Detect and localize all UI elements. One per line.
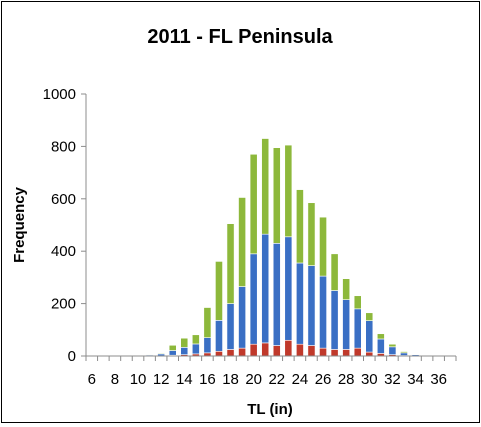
bar-segment-25-s1	[307, 265, 316, 346]
x-tick-label: 36	[430, 371, 447, 388]
bar-segment-21-s2	[261, 138, 270, 235]
bar-segment-33-s2	[400, 351, 408, 354]
x-tick-label: 12	[153, 371, 170, 388]
bar-segment-19-s1	[238, 286, 246, 349]
x-axis-ticks: 6 8 10 12 14 16 18 20 22 24 26 28 30 32 34 36	[85, 356, 457, 388]
x-tick-label: 28	[338, 371, 355, 388]
x-tick-label: 24	[292, 371, 309, 388]
bar-segment-26-s1	[319, 275, 327, 349]
x-axis-label: TL (in)	[247, 401, 293, 418]
bar-segment-22-s2	[272, 147, 281, 244]
bar-segment-13-s2	[168, 344, 177, 351]
bar-segment-28-s1	[342, 299, 351, 350]
bar-segment-15-s1	[191, 343, 200, 355]
bar-segment-28-s2	[342, 278, 351, 300]
x-tick-label: 8	[111, 371, 119, 388]
y-tick-label: 200	[51, 296, 76, 313]
bar-segment-23-s0	[284, 339, 293, 357]
bar-segment-29-s1	[353, 308, 362, 349]
bar-segment-19-s0	[238, 347, 246, 357]
chart-title: 2011 - FL Peninsula	[147, 26, 333, 48]
bar-segment-23-s1	[284, 236, 293, 341]
bar-segment-13-s1	[168, 350, 177, 356]
x-tick-label: 14	[176, 371, 193, 388]
bar-segment-18-s1	[226, 303, 235, 350]
bar-segment-27-s2	[330, 253, 339, 291]
bar-segment-17-s2	[215, 261, 223, 321]
y-tick-label: 1000	[43, 86, 76, 103]
bar-segment-26-s0	[319, 347, 327, 357]
bars	[134, 138, 443, 357]
y-tick-label: 400	[51, 243, 76, 260]
y-tick-label: 800	[51, 138, 76, 155]
bar-segment-12-s2	[157, 352, 166, 355]
bar-segment-18-s2	[226, 223, 235, 304]
bar-segment-24-s1	[296, 262, 304, 345]
bar-segment-32-s2	[388, 343, 397, 348]
bar-segment-29-s2	[353, 295, 362, 310]
bar-segment-26-s2	[319, 216, 327, 277]
bar-segment-28-s0	[342, 349, 351, 357]
bar-segment-30-s2	[365, 312, 374, 321]
bar-segment-22-s0	[272, 345, 281, 357]
bar-segment-33-s1	[400, 352, 408, 356]
y-axis-label: Frequency	[11, 186, 28, 263]
bar-segment-25-s2	[307, 202, 316, 266]
bar-segment-14-s1	[180, 347, 189, 355]
bar-segment-19-s2	[238, 197, 246, 287]
x-tick-label: 6	[88, 371, 96, 388]
bar-segment-27-s1	[330, 290, 339, 350]
bar-segment-16-s1	[203, 337, 212, 354]
bar-segment-29-s0	[353, 347, 362, 357]
y-tick-label: 600	[51, 191, 76, 208]
bar-segment-21-s1	[261, 233, 270, 344]
x-tick-label: 18	[222, 371, 239, 388]
bar-segment-31-s2	[376, 333, 385, 340]
x-tick-label: 20	[245, 371, 262, 388]
bar-segment-30-s0	[365, 351, 374, 357]
bar-segment-34-s2	[411, 353, 420, 355]
bar-segment-24-s0	[296, 343, 304, 357]
bar-segment-25-s0	[307, 345, 316, 357]
y-tick-label: 0	[68, 348, 76, 365]
bar-segment-21-s0	[261, 342, 270, 357]
bar-segment-14-s2	[180, 337, 189, 348]
bar-segment-30-s1	[365, 320, 374, 353]
bar-segment-11-s2	[145, 354, 154, 356]
x-tick-label: 10	[130, 371, 147, 388]
bar-segment-17-s0	[215, 350, 223, 357]
bar-segment-20-s0	[249, 343, 258, 357]
x-tick-label: 26	[315, 371, 332, 388]
bar-segment-32-s1	[388, 346, 397, 355]
bar-segment-17-s1	[215, 320, 223, 352]
x-tick-label: 30	[361, 371, 378, 388]
x-tick-label: 34	[407, 371, 424, 388]
bar-segment-23-s2	[284, 144, 293, 238]
bar-segment-20-s1	[249, 253, 258, 345]
bar-segment-22-s1	[272, 243, 281, 346]
bar-segment-18-s0	[226, 349, 235, 357]
x-tick-label: 16	[199, 371, 216, 388]
bar-segment-16-s2	[203, 307, 212, 338]
bar-segment-24-s2	[296, 189, 304, 264]
x-tick-label: 32	[384, 371, 401, 388]
bar-segment-27-s0	[330, 349, 339, 357]
bar-segment-15-s2	[191, 334, 200, 345]
x-tick-label: 22	[268, 371, 285, 388]
chart: 2011 - FL Peninsula Frequency TL (in) 0 2…	[11, 26, 457, 418]
bar-segment-20-s2	[249, 153, 258, 255]
bar-segment-31-s1	[376, 338, 385, 354]
y-axis-ticks: 0 200 400 600 800 1000	[43, 86, 86, 365]
